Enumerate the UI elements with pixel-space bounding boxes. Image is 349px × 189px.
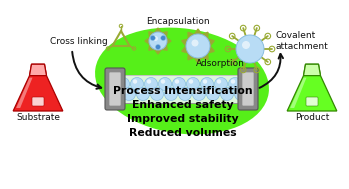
Circle shape [186,34,210,58]
Circle shape [229,77,242,91]
Text: Reduced volumes: Reduced volumes [129,128,237,138]
Circle shape [235,88,247,101]
Circle shape [153,89,157,94]
Circle shape [200,77,214,91]
Circle shape [181,89,185,94]
Circle shape [119,79,123,84]
Circle shape [189,79,193,84]
FancyBboxPatch shape [115,75,248,103]
Text: Cross linking: Cross linking [50,36,108,46]
Circle shape [161,79,165,84]
FancyBboxPatch shape [306,97,318,106]
Text: Adsorption: Adsorption [195,59,244,68]
Circle shape [175,79,179,84]
Polygon shape [145,28,171,54]
Text: Process Intensification: Process Intensification [113,86,253,96]
Circle shape [209,89,213,94]
Circle shape [161,36,166,40]
Circle shape [158,77,171,91]
Circle shape [178,88,192,101]
Circle shape [186,77,200,91]
Polygon shape [290,78,306,108]
Circle shape [237,89,241,94]
Circle shape [150,88,163,101]
Circle shape [117,77,129,91]
Circle shape [242,41,250,49]
Circle shape [131,77,143,91]
Polygon shape [16,78,32,108]
Circle shape [207,88,220,101]
Circle shape [195,89,199,94]
Circle shape [125,89,129,94]
Circle shape [193,88,206,101]
Circle shape [144,77,157,91]
Polygon shape [30,64,46,76]
Circle shape [221,88,233,101]
Circle shape [167,89,171,94]
Polygon shape [182,29,214,63]
Polygon shape [287,64,337,111]
Circle shape [192,40,199,46]
Polygon shape [13,64,63,111]
Circle shape [215,77,228,91]
Circle shape [156,44,161,50]
Ellipse shape [95,28,269,134]
FancyBboxPatch shape [109,72,121,106]
Circle shape [203,79,207,84]
Circle shape [139,89,143,94]
Circle shape [149,32,167,50]
Polygon shape [304,64,320,76]
Circle shape [172,77,186,91]
Circle shape [164,88,178,101]
Text: Improved stability: Improved stability [127,114,239,124]
Circle shape [153,36,158,41]
Circle shape [122,88,135,101]
FancyBboxPatch shape [105,68,125,110]
Circle shape [236,35,264,63]
Text: Encapsulation: Encapsulation [146,17,210,26]
FancyBboxPatch shape [242,72,254,106]
Circle shape [217,79,221,84]
Text: Enhanced safety: Enhanced safety [132,100,234,110]
Circle shape [231,79,235,84]
FancyBboxPatch shape [32,97,44,106]
Circle shape [150,36,155,40]
Circle shape [147,79,151,84]
Circle shape [136,88,149,101]
Circle shape [223,89,227,94]
FancyBboxPatch shape [238,68,258,110]
Text: Substrate: Substrate [16,113,60,122]
Text: Covalent
attachment: Covalent attachment [276,31,329,51]
Text: Product: Product [295,113,329,122]
Circle shape [133,79,137,84]
